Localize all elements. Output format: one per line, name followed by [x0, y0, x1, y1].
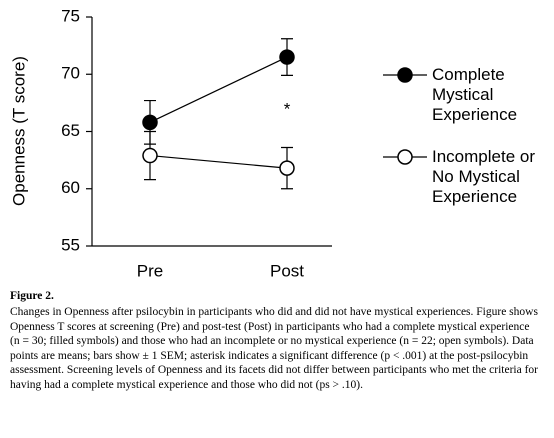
- data-point: [279, 49, 295, 65]
- legend-marker: [397, 67, 413, 83]
- annotation: *: [284, 99, 291, 118]
- caption-label: Figure 2.: [10, 290, 54, 302]
- data-point: [279, 160, 295, 176]
- y-tick-label: 65: [61, 121, 80, 140]
- y-axis-label: Openness (T score): [9, 56, 28, 206]
- legend-marker: [397, 149, 413, 165]
- data-point: [142, 114, 158, 131]
- data-point: [142, 147, 158, 164]
- y-tick-label: 55: [61, 235, 80, 254]
- y-tick-label: 75: [61, 6, 80, 25]
- y-tick-label: 70: [61, 64, 80, 83]
- series-line: [149, 154, 288, 169]
- x-tick-label: Pre: [137, 261, 163, 280]
- series-line: [149, 56, 288, 123]
- legend-label: Complete Mystical Experience: [432, 65, 518, 124]
- legend-label: Incomplete or No Mystical Experience: [432, 147, 535, 206]
- caption-text: Changes in Openness after psilocybin in …: [10, 306, 538, 391]
- chart: Openness (T score) 55 60 65 70 75 Pre Post *: [9, 6, 427, 280]
- y-tick-label: 60: [61, 178, 80, 197]
- x-tick-label: Post: [270, 261, 304, 280]
